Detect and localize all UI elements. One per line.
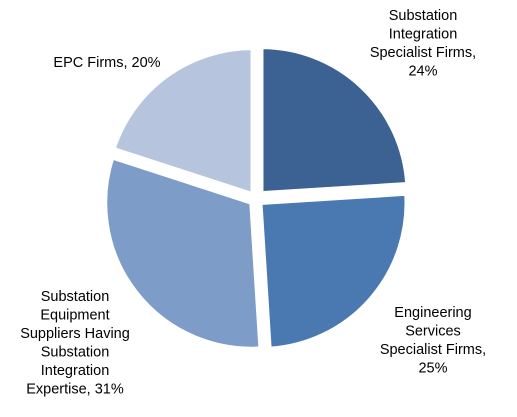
pie-slice	[103, 155, 263, 351]
pie-slice	[258, 191, 409, 351]
pie-slice	[259, 45, 410, 196]
slice-label: Engineering Services Specialist Firms, 25%	[380, 305, 486, 377]
pie-slice	[111, 46, 255, 197]
slice-label: EPC Firms, 20%	[53, 55, 160, 71]
pie-slices	[103, 45, 410, 351]
slice-label: Substation Integration Specialist Firms, 24…	[370, 8, 476, 80]
slice-label: Substation Equipment Suppliers Having Subst…	[20, 289, 130, 398]
slice-labels: Substation Integration Specialist Firms, 24…	[20, 8, 486, 398]
